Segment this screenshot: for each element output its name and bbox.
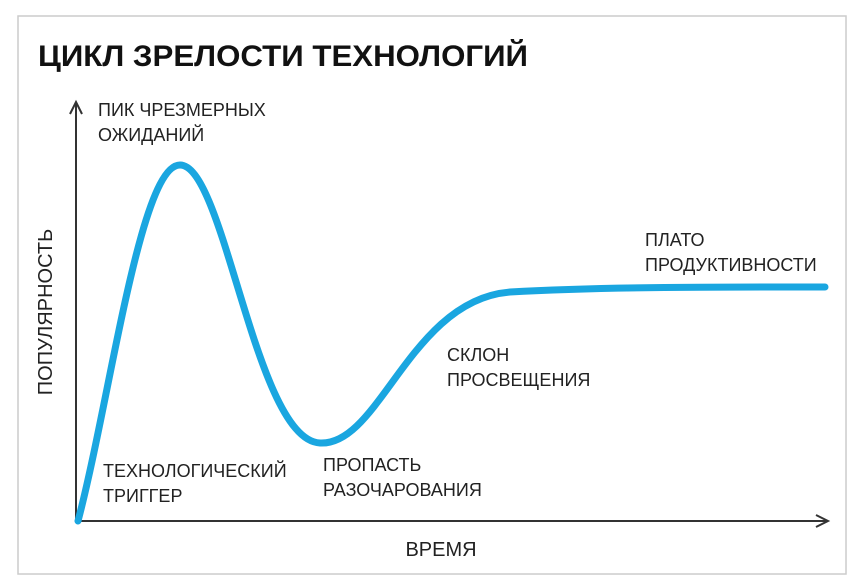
phase-label: ТЕХНОЛОГИЧЕСКИЙ xyxy=(103,460,287,481)
y-arrow xyxy=(69,99,83,115)
phase-label: ТРИГГЕР xyxy=(103,486,182,506)
y-axis-label: ПОПУЛЯРНОСТЬ xyxy=(35,229,57,395)
title: ЦИКЛ ЗРЕЛОСТИ ТЕХНОЛОГИЙ xyxy=(38,39,528,73)
phase-label: ПРОПАСТЬ xyxy=(323,455,421,475)
hype-curve xyxy=(74,161,829,525)
phase-label: РАЗОЧАРОВАНИЯ xyxy=(323,480,482,500)
axes xyxy=(69,99,831,528)
x-arrow xyxy=(815,514,831,528)
phase-label: ПРОДУКТИВНОСТИ xyxy=(645,255,817,275)
frame xyxy=(17,15,847,575)
phase-label: ОЖИДАНИЙ xyxy=(98,124,204,145)
phase-label: СКЛОН xyxy=(447,345,509,365)
x-axis-label: ВРЕМЯ xyxy=(405,539,476,561)
phase-label: ПРОСВЕЩЕНИЯ xyxy=(447,370,590,390)
phase-label: ПЛАТО xyxy=(645,230,705,250)
phase-label: ПИК ЧРЕЗМЕРНЫХ xyxy=(98,100,266,120)
